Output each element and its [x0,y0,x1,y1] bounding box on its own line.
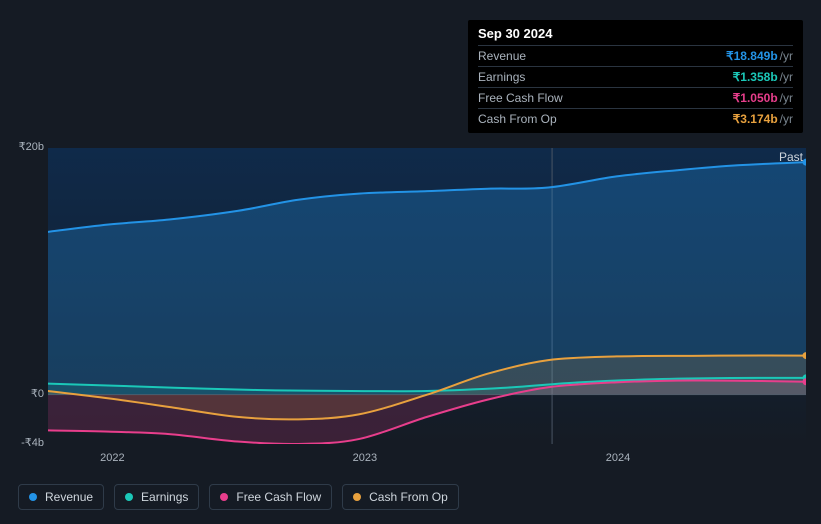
tooltip-row: Cash From Op ₹3.174b/yr [478,108,793,129]
tooltip-date: Sep 30 2024 [478,26,793,45]
y-axis-label: ₹20b [4,140,44,153]
legend-dot-icon [220,493,228,501]
tooltip-label: Free Cash Flow [478,90,563,106]
past-label: Past [779,150,803,164]
tooltip-label: Cash From Op [478,111,557,127]
legend-item[interactable]: Free Cash Flow [209,484,332,510]
legend-item[interactable]: Revenue [18,484,104,510]
y-axis-label: -₹4b [4,436,44,449]
financial-chart: Sep 30 2024 Revenue ₹18.849b/yr Earnings ₹1… [0,0,821,524]
tooltip-row: Free Cash Flow ₹1.050b/yr [478,87,793,108]
legend-label: Earnings [141,490,188,504]
legend-label: Revenue [45,490,93,504]
legend-dot-icon [29,493,37,501]
legend-label: Cash From Op [369,490,448,504]
tooltip-row: Earnings ₹1.358b/yr [478,66,793,87]
x-axis-label: 2022 [100,452,124,464]
legend-dot-icon [353,493,361,501]
tooltip-label: Earnings [478,69,525,85]
legend-item[interactable]: Cash From Op [342,484,459,510]
tooltip-value: ₹1.358b/yr [733,69,793,85]
plot-area[interactable] [48,148,806,444]
x-axis-label: 2023 [353,452,377,464]
chart-legend: Revenue Earnings Free Cash Flow Cash From O… [18,484,459,510]
chart-tooltip: Sep 30 2024 Revenue ₹18.849b/yr Earnings ₹1… [468,20,803,133]
x-axis-label: 2024 [606,452,630,464]
legend-item[interactable]: Earnings [114,484,199,510]
legend-dot-icon [125,493,133,501]
tooltip-value: ₹18.849b/yr [726,48,793,64]
legend-label: Free Cash Flow [236,490,321,504]
tooltip-label: Revenue [478,48,526,64]
y-axis-label: ₹0 [4,387,44,400]
tooltip-row: Revenue ₹18.849b/yr [478,45,793,66]
tooltip-value: ₹3.174b/yr [733,111,793,127]
tooltip-value: ₹1.050b/yr [733,90,793,106]
